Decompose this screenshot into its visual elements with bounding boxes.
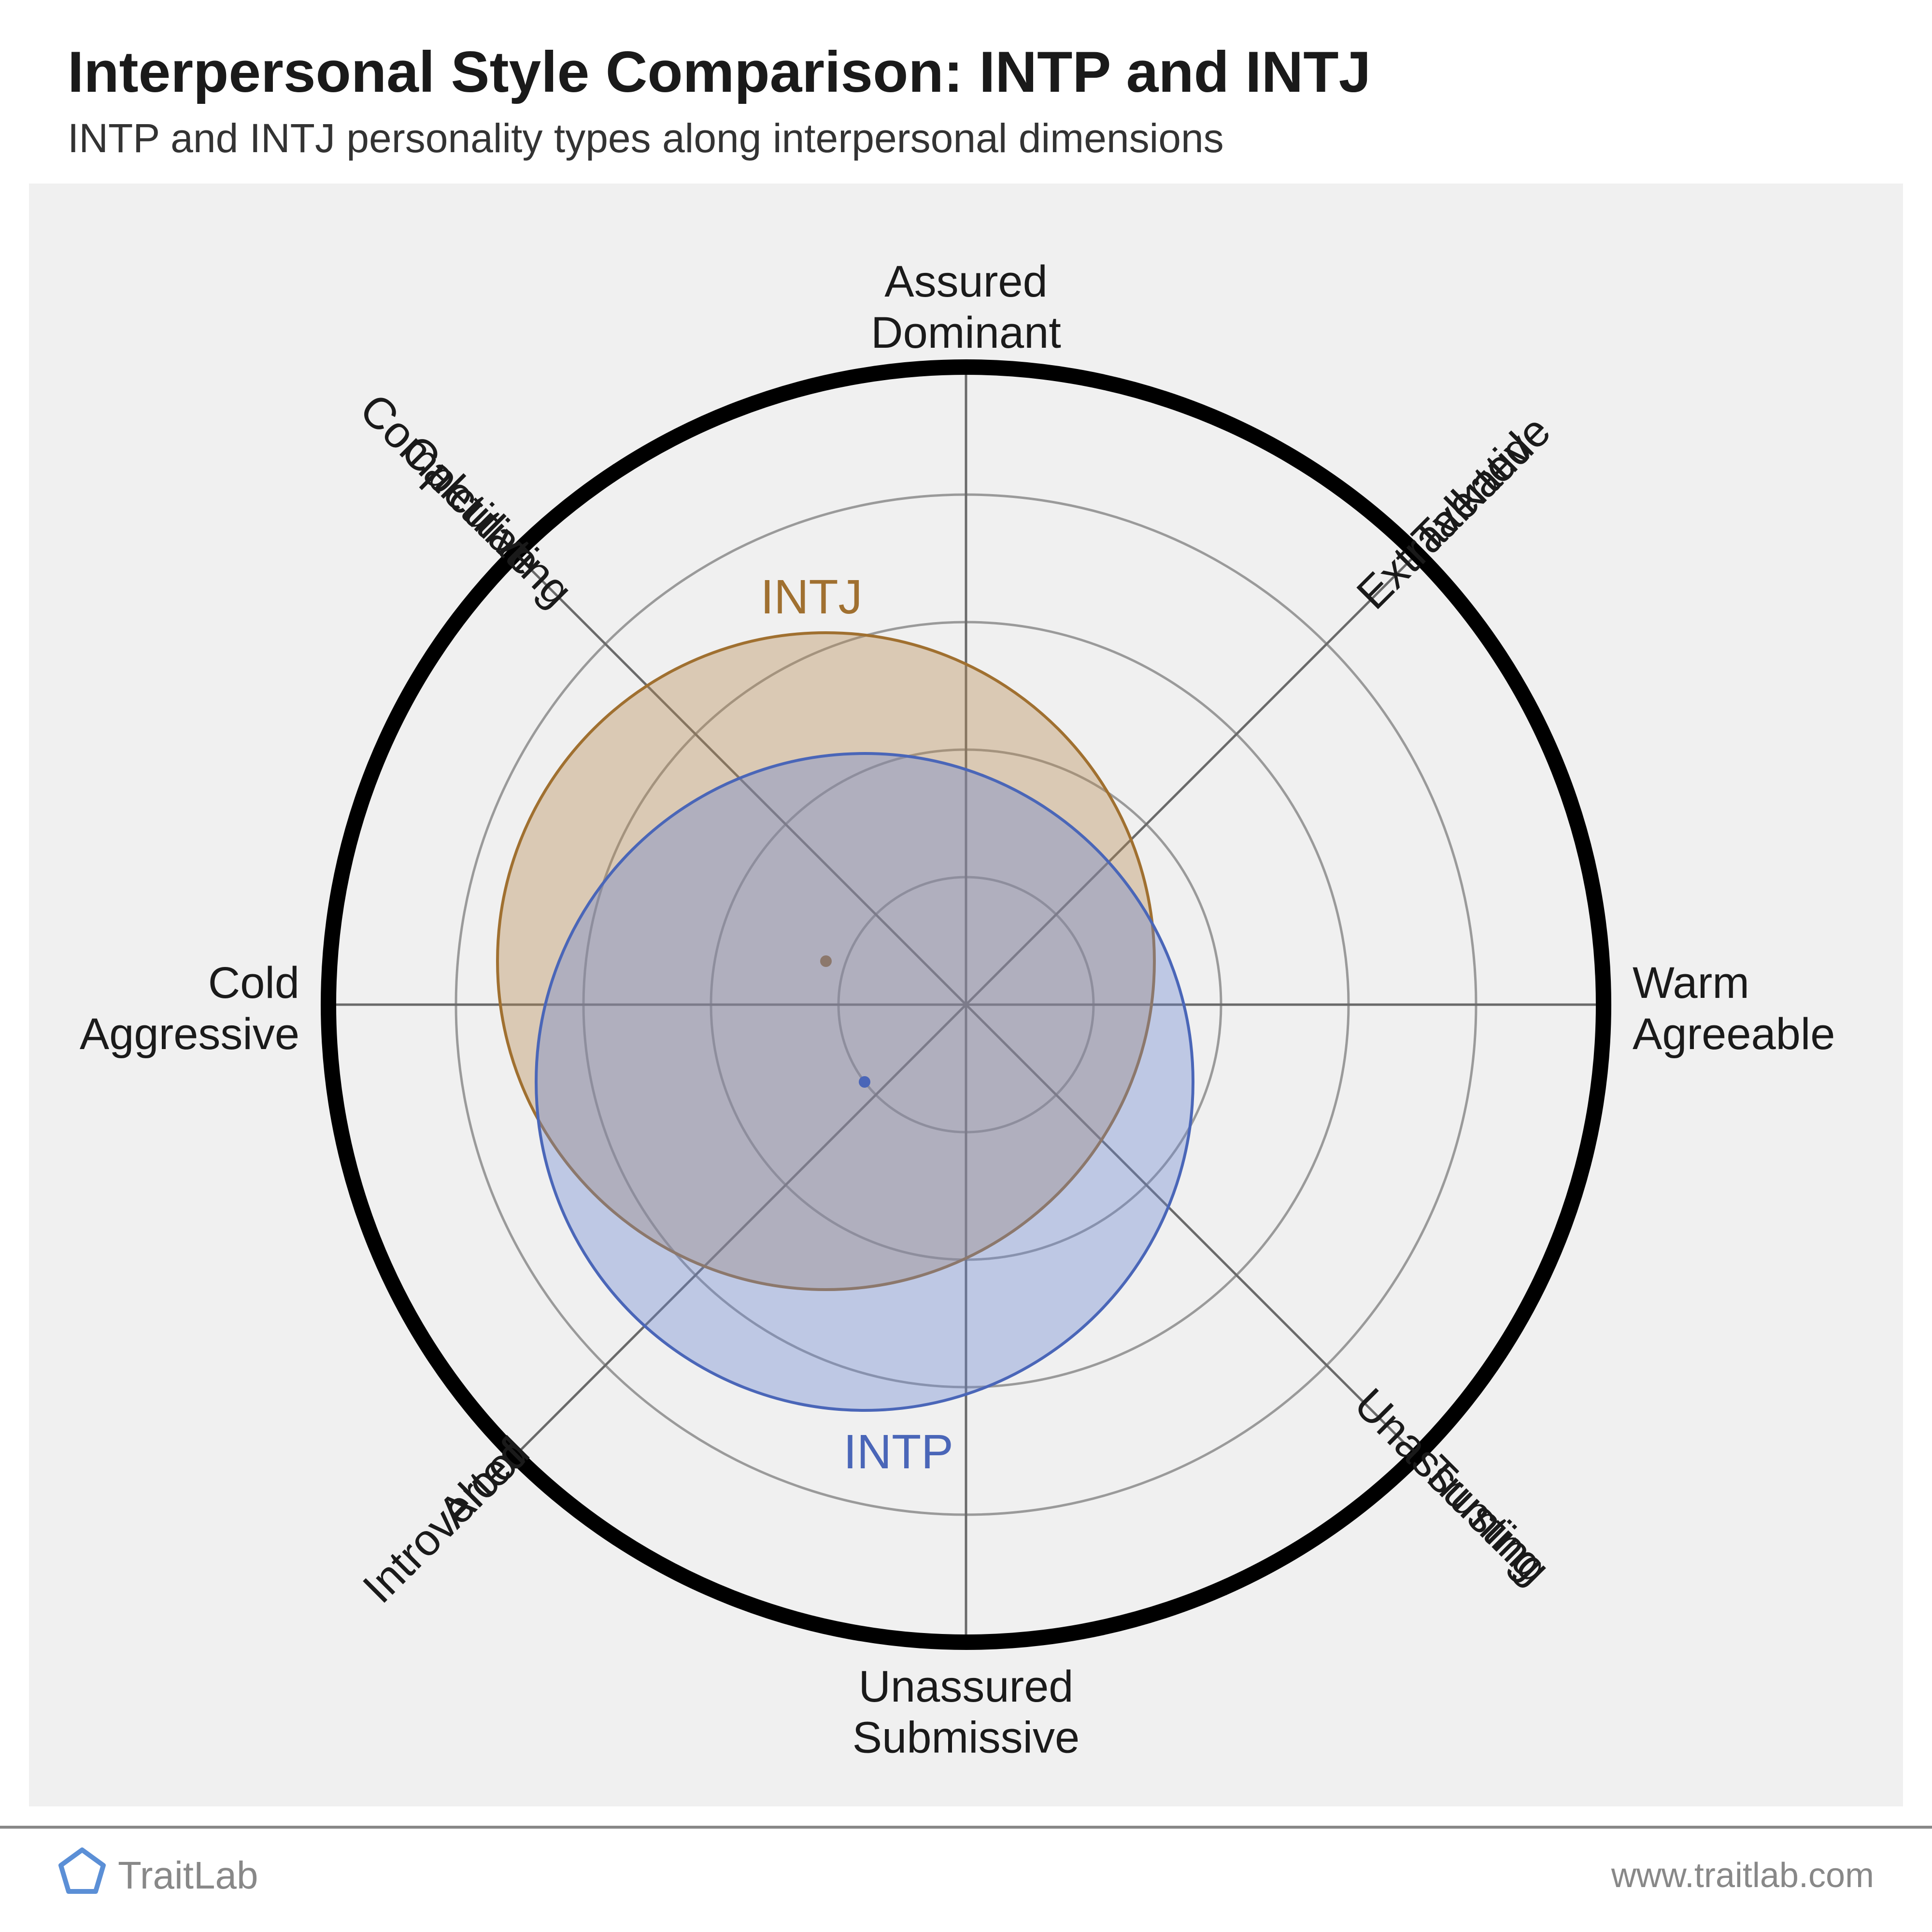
svg-text:Submissive: Submissive bbox=[852, 1713, 1080, 1762]
page-root: INTJINTPAssuredDominantExtravertedTalkat… bbox=[0, 0, 1932, 1932]
brand-name: TraitLab bbox=[118, 1853, 258, 1898]
chart-subtitle: INTP and INTJ personality types along in… bbox=[68, 115, 1371, 162]
series-label-intp: INTP bbox=[843, 1425, 953, 1479]
svg-text:Agreeable: Agreeable bbox=[1633, 1009, 1835, 1059]
svg-text:Aggressive: Aggressive bbox=[80, 1009, 299, 1059]
footer: TraitLab www.traitlab.com bbox=[0, 1826, 1932, 1922]
svg-text:Unassured: Unassured bbox=[859, 1662, 1074, 1711]
chart-area: INTJINTPAssuredDominantExtravertedTalkat… bbox=[0, 0, 1932, 1893]
svg-text:Dominant: Dominant bbox=[871, 308, 1061, 357]
svg-text:Cold: Cold bbox=[208, 958, 299, 1008]
title-block: Interpersonal Style Comparison: INTP and… bbox=[68, 39, 1371, 162]
brand-pentagon-icon bbox=[58, 1847, 106, 1904]
brand: TraitLab bbox=[58, 1847, 258, 1904]
svg-text:Assured: Assured bbox=[884, 257, 1048, 306]
svg-text:Warm: Warm bbox=[1633, 958, 1749, 1008]
footer-url: www.traitlab.com bbox=[1611, 1856, 1874, 1895]
circumplex-plot: INTJINTPAssuredDominantExtravertedTalkat… bbox=[0, 0, 1932, 1893]
chart-title: Interpersonal Style Comparison: INTP and… bbox=[68, 39, 1371, 105]
series-center-dot-intp bbox=[859, 1076, 870, 1088]
series-label-intj: INTJ bbox=[760, 570, 862, 624]
